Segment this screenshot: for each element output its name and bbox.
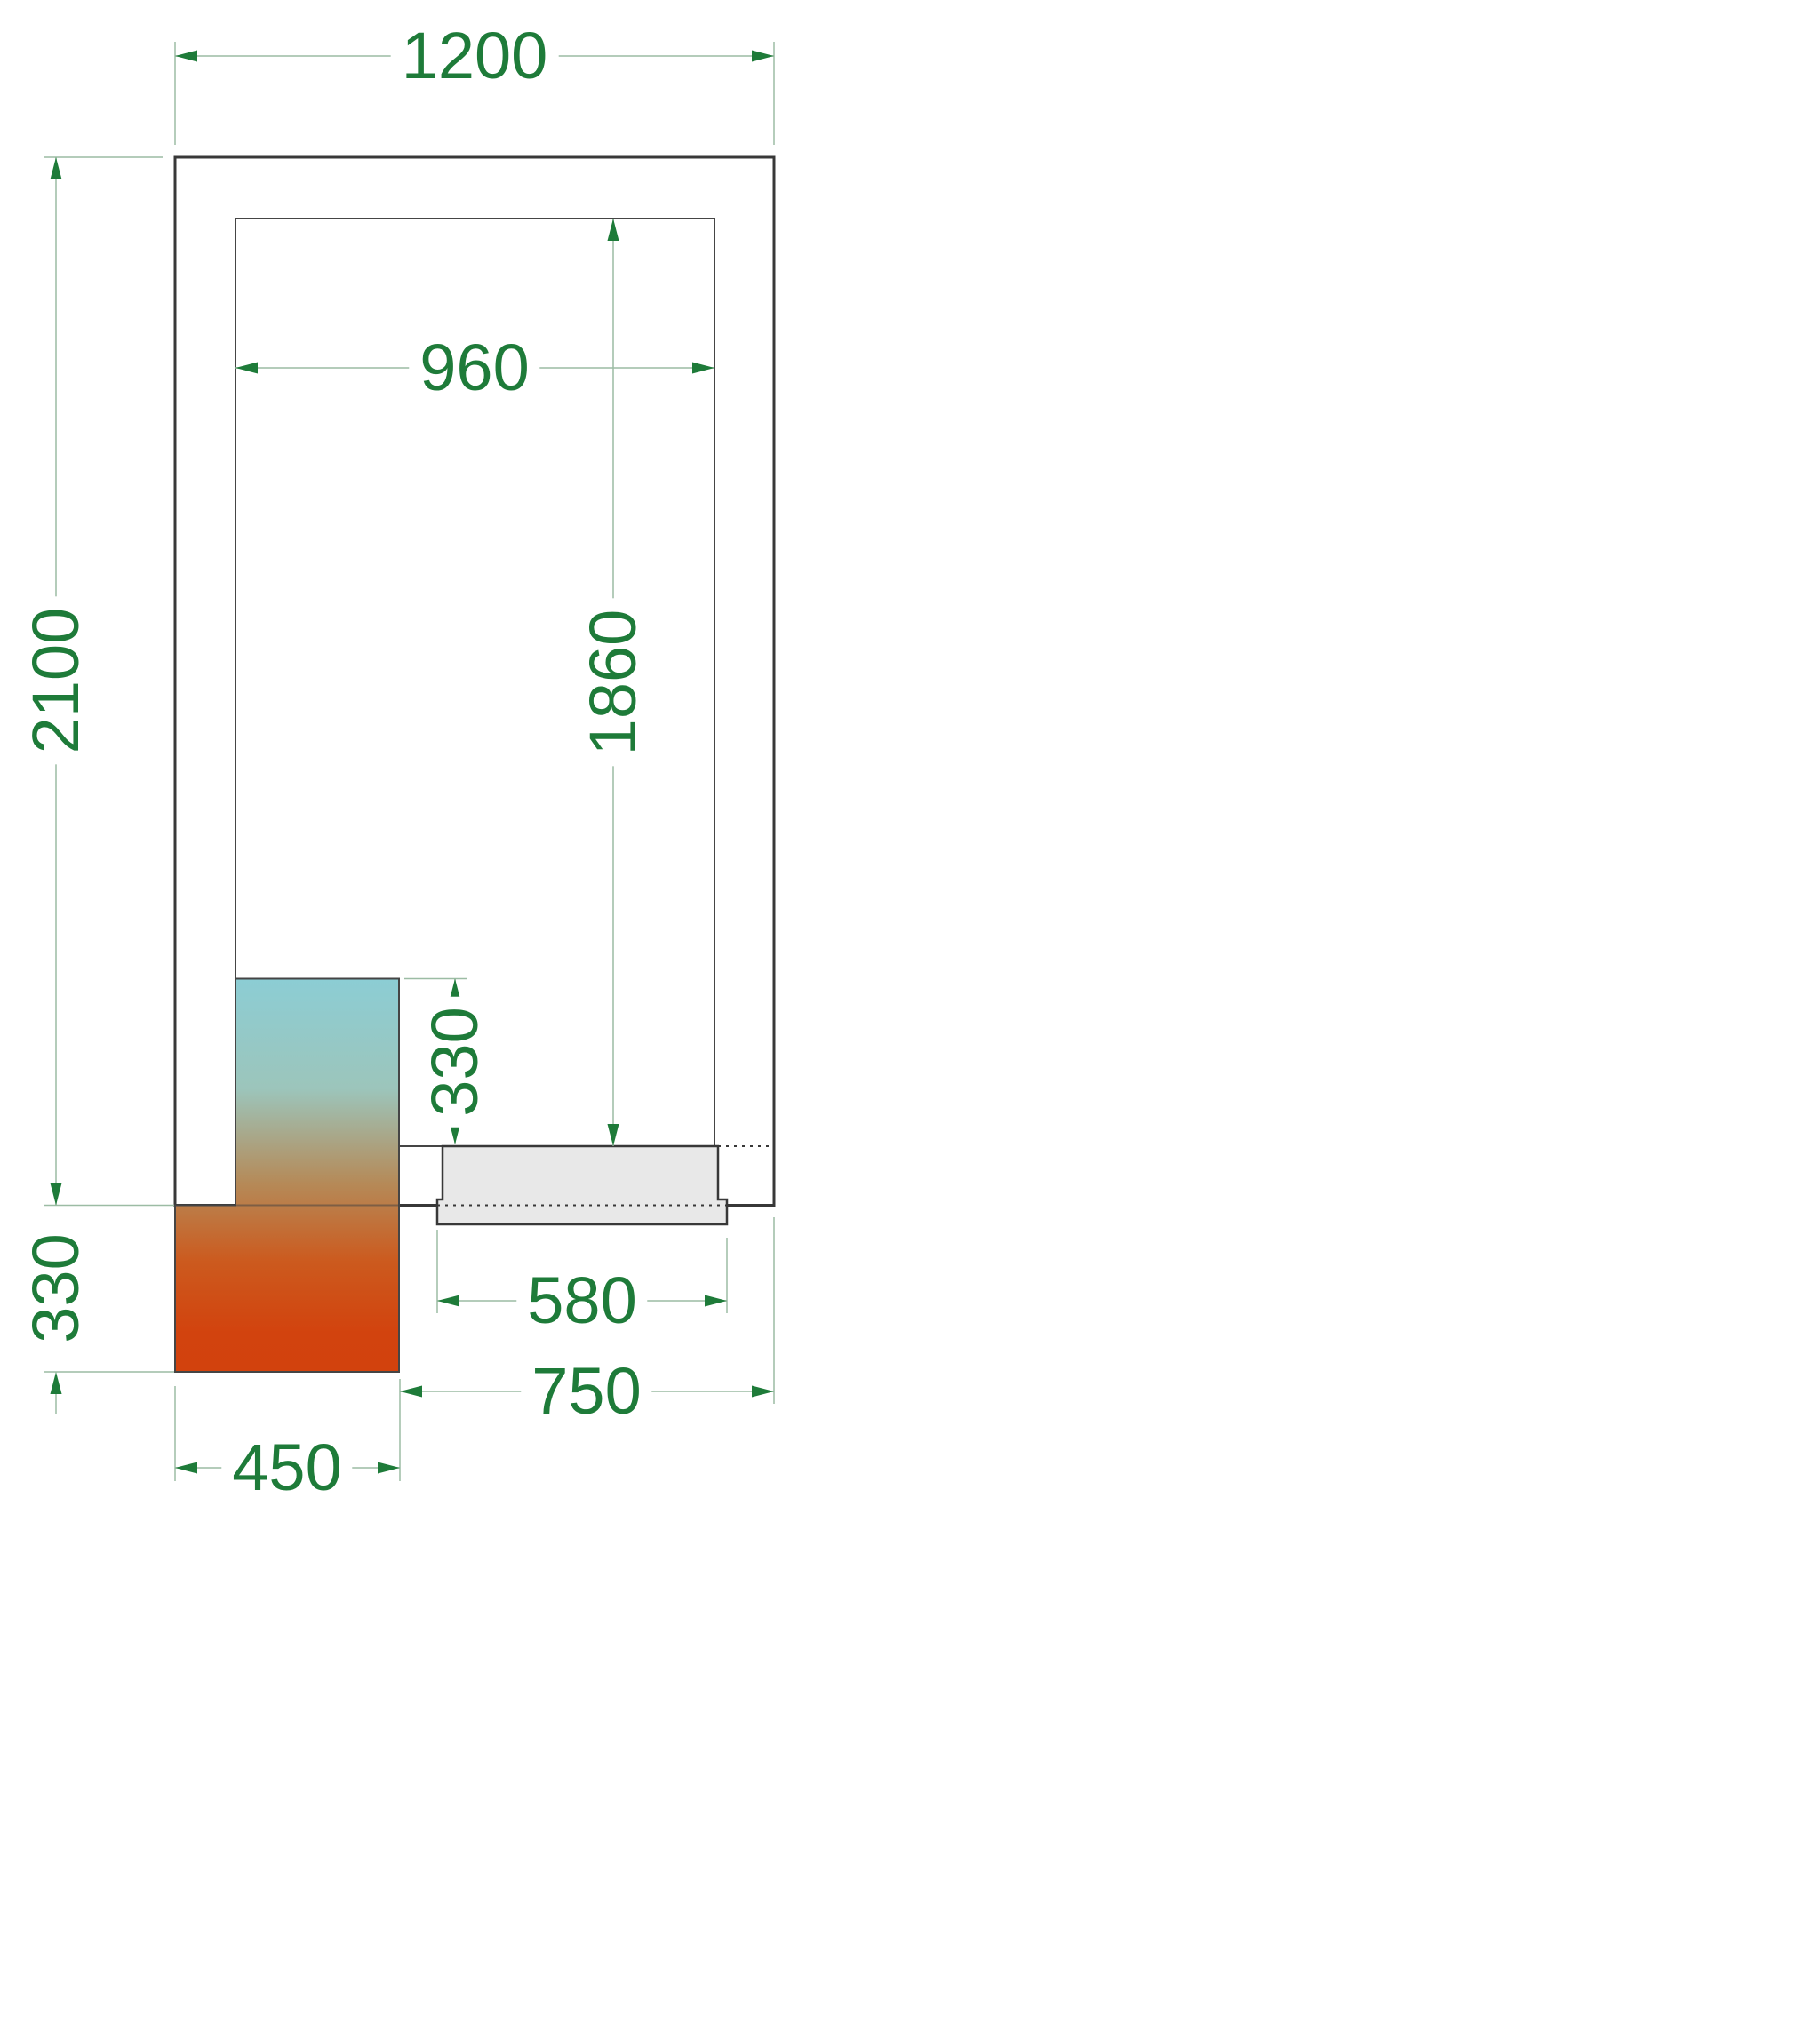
arrowhead-1860-bottom [607,1124,619,1146]
arrowhead-450-left [175,1462,197,1474]
arrowhead-330-right-bottom [449,1122,461,1144]
arrowhead-750-left [400,1385,422,1398]
arrowhead-580-left [437,1295,459,1307]
dim-label-unit-width: 450 [221,1433,353,1502]
arrowhead-960-left [235,362,258,374]
dim-label-threshold-width: 580 [516,1266,648,1335]
dim-label-overall-width: 1200 [390,21,559,91]
dim-label-unit-below-floor: 330 [19,1223,92,1354]
arrowhead-750-right [752,1385,774,1398]
arrowhead-330-right-top [449,978,461,1001]
arrowhead-2100-bottom [50,1183,62,1206]
dim-label-interior-width: 960 [409,333,540,402]
dimension-lines [55,55,774,1469]
arrowhead-960-right [692,362,714,374]
dim-label-interior-height: 1860 [576,598,650,767]
dim-label-overall-height: 2100 [19,596,92,765]
door-threshold-profile [435,1144,729,1226]
refrigeration-unit-gradient-shape [174,977,400,1373]
arrowhead-580-right [705,1295,727,1307]
arrowhead-1860-top [607,219,619,241]
extension-lines [44,42,775,1481]
arrowhead-450-right [378,1462,400,1474]
arrowhead-1200-right [752,50,774,62]
dim-label-unit-above-floor: 330 [418,996,491,1128]
arrowhead-330-left-up [50,1372,62,1394]
arrowhead-2100-top [50,157,62,179]
arrowheads [50,50,774,1474]
arrowhead-1200-left [175,50,197,62]
dim-label-floor-recess-width: 750 [521,1357,652,1426]
